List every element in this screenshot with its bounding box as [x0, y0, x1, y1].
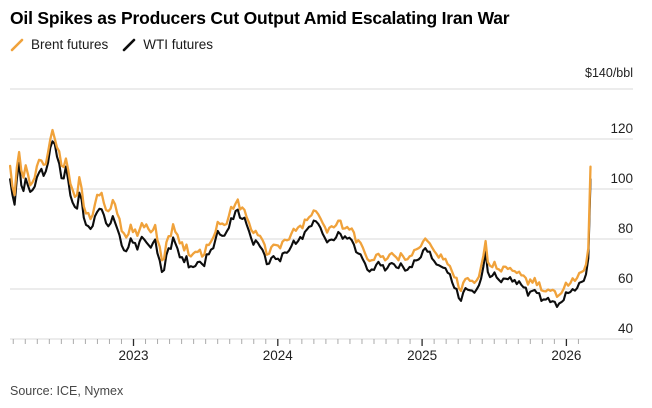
y-tick-label: 60 — [618, 271, 633, 286]
y-tick-label: 40 — [618, 321, 633, 336]
x-year-label: 2023 — [118, 348, 148, 363]
y-axis-unit-label: $140/bbl — [585, 66, 633, 80]
chart-title: Oil Spikes as Producers Cut Output Amid … — [10, 8, 510, 28]
brent-series-line — [8, 128, 592, 298]
legend-item-brent: Brent futures — [10, 37, 108, 52]
legend-item-wti: WTI futures — [122, 37, 213, 52]
wti-series-line — [9, 140, 592, 308]
y-tick-label: 80 — [618, 221, 633, 236]
legend: Brent futures WTI futures — [10, 37, 213, 52]
brent-line-swatch-icon — [10, 38, 24, 51]
wti-line-swatch-icon — [122, 38, 136, 51]
legend-label-brent: Brent futures — [31, 37, 109, 52]
legend-label-wti: WTI futures — [143, 37, 214, 52]
x-year-label: 2025 — [407, 348, 437, 363]
y-tick-label: 100 — [610, 171, 633, 186]
x-year-label: 2026 — [551, 348, 581, 363]
x-year-label: 2024 — [263, 348, 294, 363]
y-tick-label: 120 — [610, 121, 633, 136]
source-note: Source: ICE, Nymex — [10, 384, 124, 398]
